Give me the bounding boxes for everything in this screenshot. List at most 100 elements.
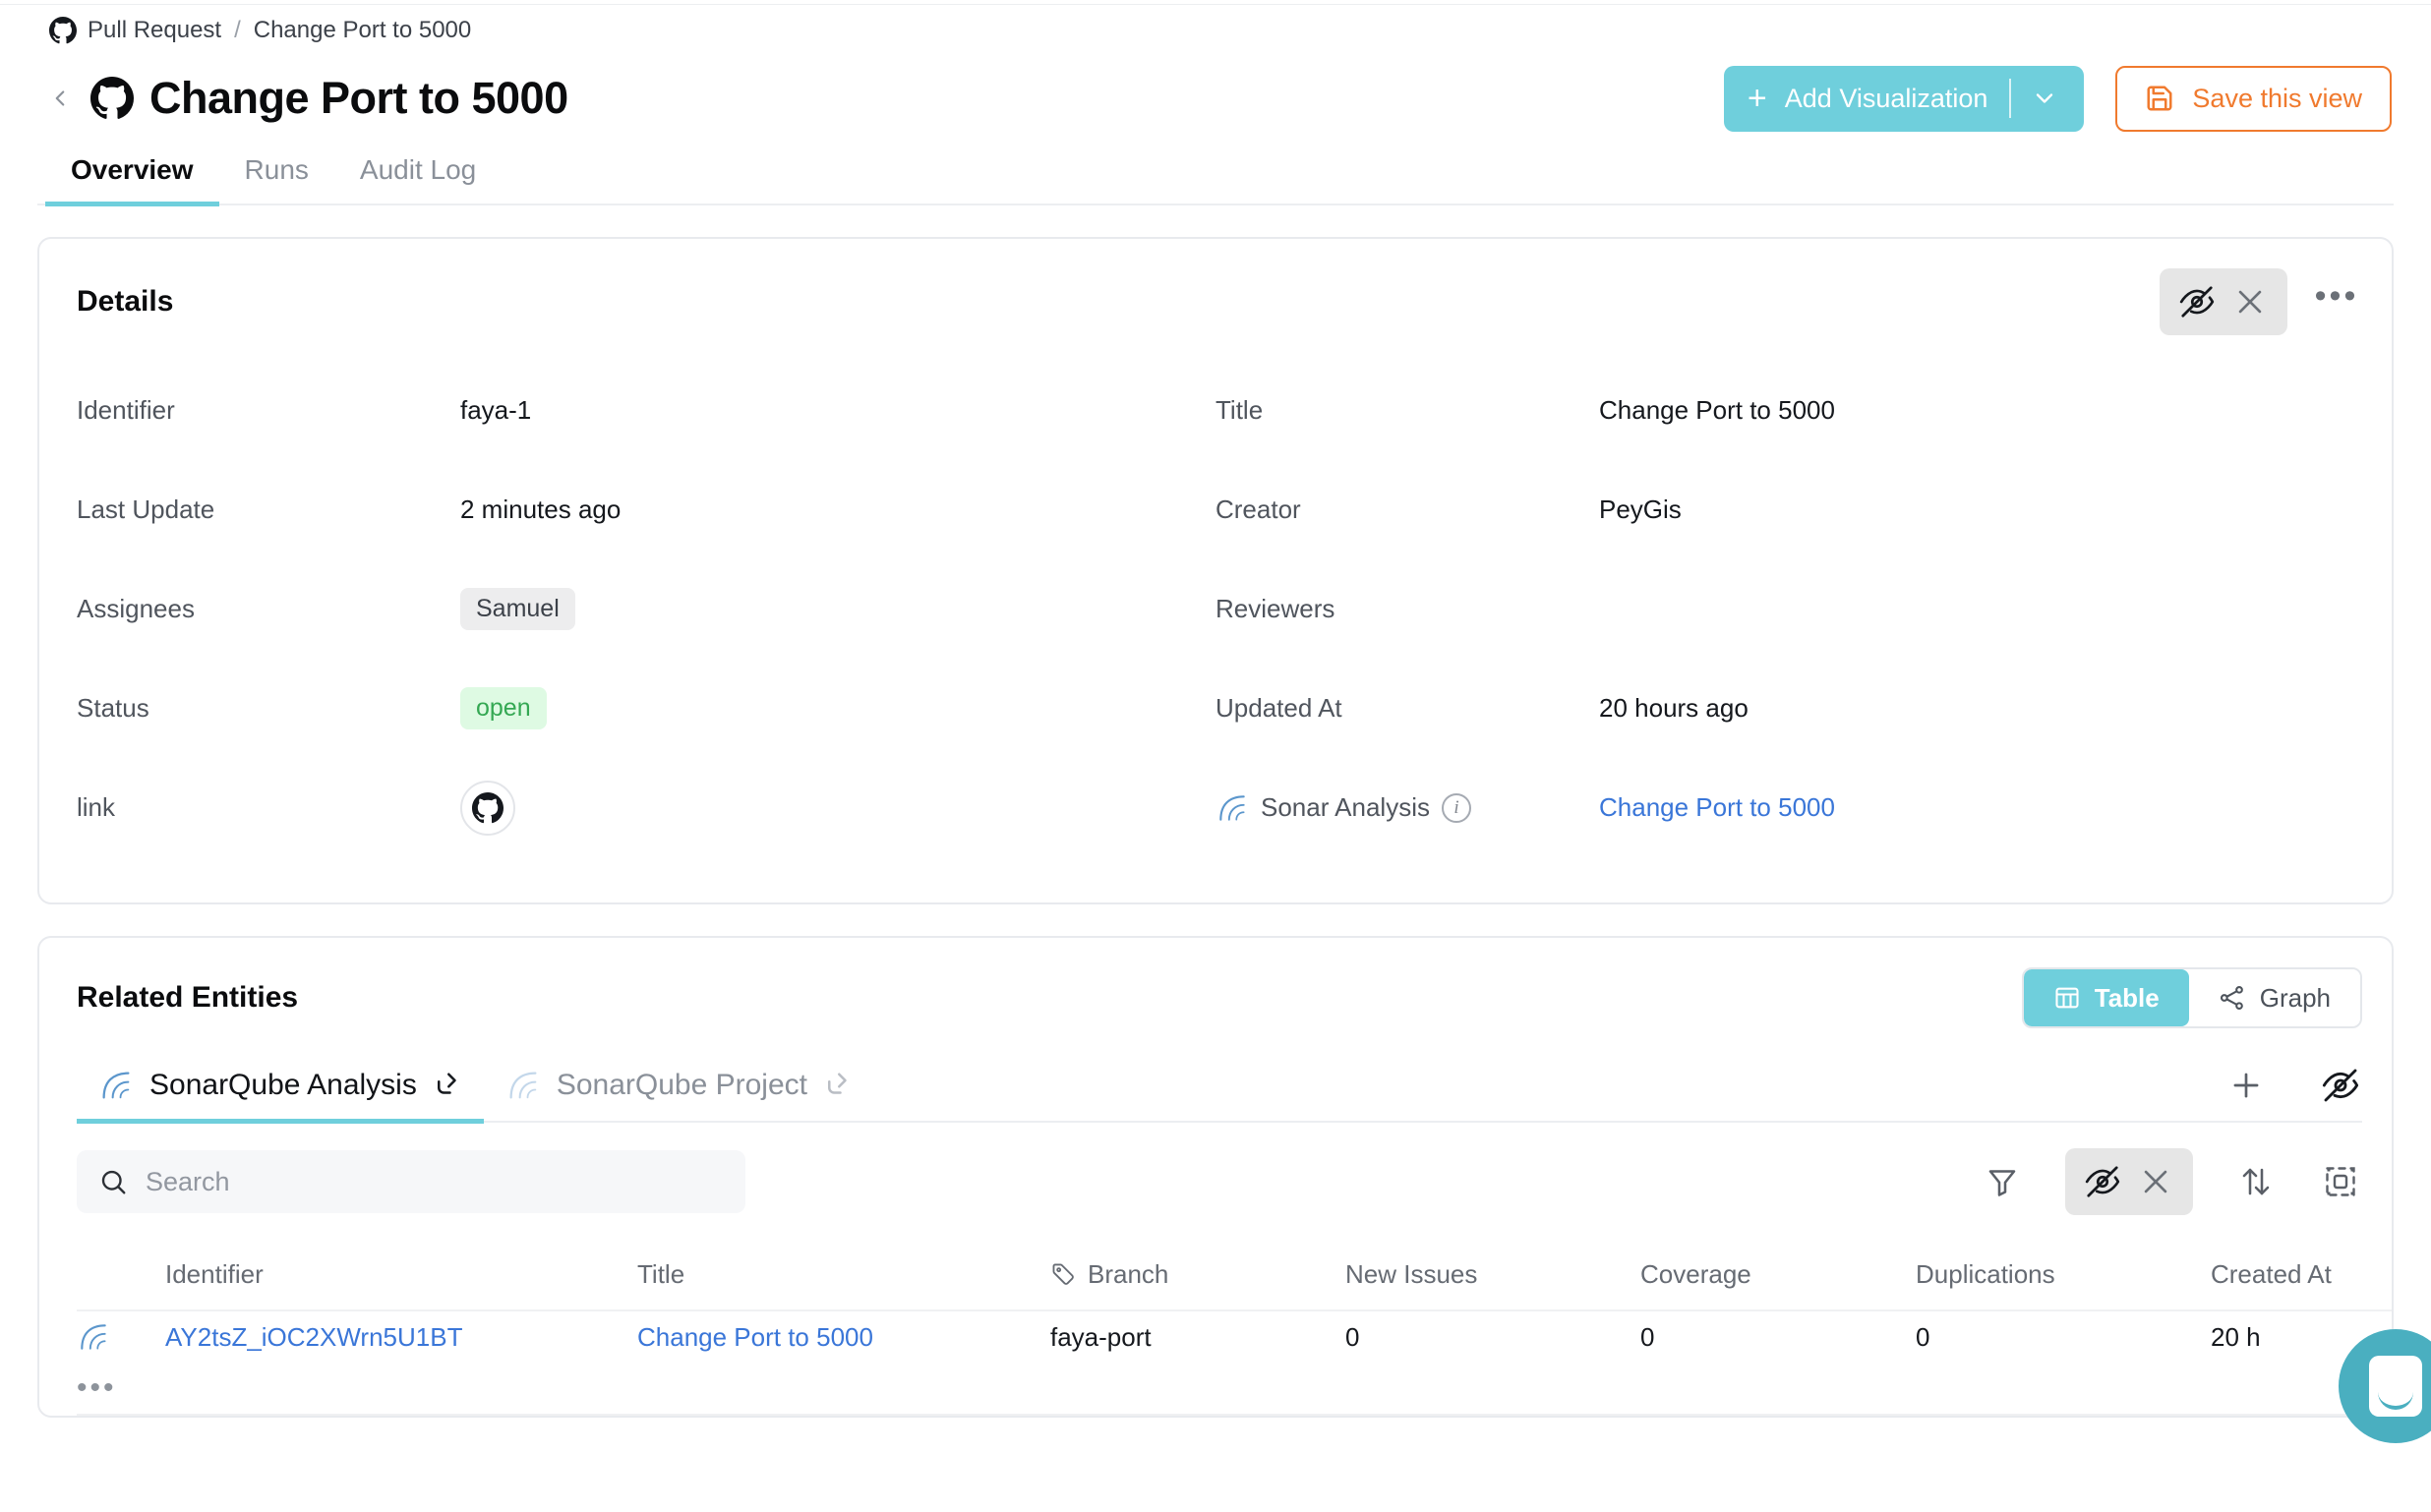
header-actions: + Add Visualization Save this view bbox=[1723, 65, 2394, 132]
view-toggle-graph[interactable]: Graph bbox=[2188, 969, 2360, 1026]
more-horizontal-icon: ••• bbox=[77, 1371, 117, 1404]
graph-icon bbox=[2219, 984, 2246, 1012]
search-input[interactable] bbox=[146, 1166, 724, 1197]
detail-label: Sonar Analysis bbox=[1261, 792, 1430, 822]
detail-value-creator: PeyGis bbox=[1599, 494, 1682, 524]
view-toggle-graph-label: Graph bbox=[2259, 982, 2331, 1013]
detail-value-identifier: faya-1 bbox=[460, 395, 532, 425]
row-title[interactable]: Change Port to 5000 bbox=[637, 1321, 873, 1352]
table-header-identifier[interactable]: Identifier bbox=[165, 1258, 264, 1289]
detail-row-reviewers: Reviewers bbox=[1216, 559, 2354, 659]
row-more-button[interactable]: ••• bbox=[77, 1371, 165, 1405]
table-header-coverage[interactable]: Coverage bbox=[1640, 1258, 1751, 1289]
plus-icon[interactable] bbox=[2224, 1064, 2268, 1107]
detail-value-updated-at: 20 hours ago bbox=[1599, 693, 1749, 723]
github-link-avatar[interactable] bbox=[460, 780, 515, 836]
tab-audit-log[interactable]: Audit Log bbox=[359, 154, 477, 185]
arrow-turn-up-icon[interactable] bbox=[823, 1071, 853, 1100]
back-button[interactable] bbox=[43, 79, 77, 118]
page-title: Change Port to 5000 bbox=[149, 73, 568, 123]
related-entities-table: Identifier Title Branch New Issues Cover… bbox=[39, 1239, 2392, 1416]
chevron-down-icon[interactable] bbox=[2031, 85, 2058, 112]
table-header-duplications[interactable]: Duplications bbox=[1916, 1258, 2055, 1289]
detail-label: link bbox=[77, 792, 116, 822]
window-top-edge bbox=[0, 0, 2431, 5]
sonarqube-icon bbox=[1216, 791, 1249, 825]
table-row[interactable]: AY2tsZ_iOC2XWrn5U1BT Change Port to 5000… bbox=[77, 1309, 2392, 1416]
chat-widget-button[interactable] bbox=[2339, 1329, 2431, 1443]
save-icon bbox=[2145, 84, 2174, 113]
sort-icon[interactable] bbox=[2234, 1160, 2278, 1203]
close-icon[interactable] bbox=[2228, 280, 2272, 323]
table-header-new-issues[interactable]: New Issues bbox=[1345, 1258, 1478, 1289]
detail-label: Last Update bbox=[77, 494, 215, 524]
table-icon bbox=[2053, 984, 2081, 1012]
details-card-header: Details ••• bbox=[39, 239, 2392, 343]
table-tools bbox=[1981, 1148, 2362, 1215]
tag-icon bbox=[1050, 1261, 1076, 1287]
search-box[interactable] bbox=[77, 1150, 745, 1213]
sonarqube-icon bbox=[505, 1068, 541, 1103]
detail-value-assignees: Samuel bbox=[460, 588, 1216, 630]
row-branch: faya-port bbox=[1050, 1321, 1152, 1352]
eye-off-icon[interactable] bbox=[2081, 1160, 2124, 1203]
table-hide-pill[interactable] bbox=[2065, 1148, 2193, 1215]
details-title: Details bbox=[77, 285, 174, 318]
breadcrumb-separator: / bbox=[234, 17, 241, 43]
table-header-created-at[interactable]: Created At bbox=[2211, 1258, 2332, 1289]
row-entity-icon bbox=[77, 1320, 165, 1354]
plus-icon: + bbox=[1747, 80, 1767, 117]
detail-label: Identifier bbox=[77, 395, 175, 425]
row-identifier[interactable]: AY2tsZ_iOC2XWrn5U1BT bbox=[165, 1321, 463, 1352]
arrow-turn-up-icon[interactable] bbox=[433, 1071, 462, 1100]
close-icon[interactable] bbox=[2134, 1160, 2177, 1203]
detail-label-sonar: Sonar Analysis i bbox=[1216, 791, 1599, 825]
eye-off-icon[interactable] bbox=[2175, 280, 2219, 323]
details-card: Details ••• Identifier faya-1 bbox=[37, 237, 2394, 904]
info-icon[interactable]: i bbox=[1441, 792, 1471, 823]
detail-row-status: Status open bbox=[77, 659, 1216, 758]
search-icon bbox=[98, 1167, 128, 1196]
entity-tab-sonarqube-analysis[interactable]: SonarQube Analysis bbox=[77, 1068, 484, 1124]
related-entities-title: Related Entities bbox=[77, 981, 299, 1014]
eye-off-icon[interactable] bbox=[2319, 1064, 2362, 1107]
row-created-at: 20 h bbox=[2211, 1321, 2261, 1352]
entity-tab-sonarqube-project[interactable]: SonarQube Project bbox=[484, 1068, 874, 1124]
breadcrumb-current: Change Port to 5000 bbox=[253, 17, 472, 43]
breadcrumb: Pull Request / Change Port to 5000 bbox=[37, 5, 2394, 56]
table-header-branch[interactable]: Branch bbox=[1050, 1259, 1345, 1290]
details-more-button[interactable]: ••• bbox=[2314, 277, 2359, 323]
button-divider bbox=[2009, 79, 2012, 118]
more-horizontal-icon: ••• bbox=[2314, 277, 2359, 316]
page-root: Pull Request / Change Port to 5000 Chang… bbox=[0, 5, 2431, 1443]
entity-tab-actions bbox=[2224, 1064, 2362, 1121]
github-icon bbox=[49, 17, 77, 44]
detail-value-link bbox=[460, 780, 1216, 836]
group-icon[interactable] bbox=[2319, 1160, 2362, 1203]
add-visualization-label: Add Visualization bbox=[1784, 83, 1988, 113]
table-toolbar bbox=[39, 1123, 2392, 1215]
detail-row-identifier: Identifier faya-1 bbox=[77, 361, 1216, 460]
table-header-title[interactable]: Title bbox=[637, 1258, 685, 1289]
assignee-chip[interactable]: Samuel bbox=[460, 588, 575, 630]
row-duplications: 0 bbox=[1916, 1321, 1930, 1352]
detail-row-link: link bbox=[77, 758, 1216, 857]
details-hide-pill[interactable] bbox=[2160, 268, 2287, 335]
view-toggle-table[interactable]: Table bbox=[2023, 969, 2189, 1026]
page-header: Change Port to 5000 + Add Visualization … bbox=[37, 56, 2394, 141]
view-toggle-group: Table Graph bbox=[2021, 967, 2362, 1028]
detail-row-sonar-analysis: Sonar Analysis i Change Port to 5000 bbox=[1216, 758, 2354, 857]
save-this-view-button[interactable]: Save this view bbox=[2115, 65, 2392, 132]
tab-overview[interactable]: Overview bbox=[45, 154, 219, 206]
detail-value-status: open bbox=[460, 687, 1216, 729]
filter-icon[interactable] bbox=[1981, 1160, 2024, 1203]
tab-runs[interactable]: Runs bbox=[244, 154, 309, 185]
sonar-analysis-link[interactable]: Change Port to 5000 bbox=[1599, 792, 1835, 822]
details-grid: Identifier faya-1 Title Change Port to 5… bbox=[39, 343, 2392, 902]
table-header-branch-label: Branch bbox=[1088, 1258, 1169, 1289]
details-card-actions: ••• bbox=[2160, 268, 2358, 335]
detail-value-last-update: 2 minutes ago bbox=[460, 494, 622, 524]
breadcrumb-root[interactable]: Pull Request bbox=[88, 17, 222, 43]
table-header-row: Identifier Title Branch New Issues Cover… bbox=[77, 1239, 2392, 1309]
add-visualization-button[interactable]: + Add Visualization bbox=[1723, 65, 2085, 132]
